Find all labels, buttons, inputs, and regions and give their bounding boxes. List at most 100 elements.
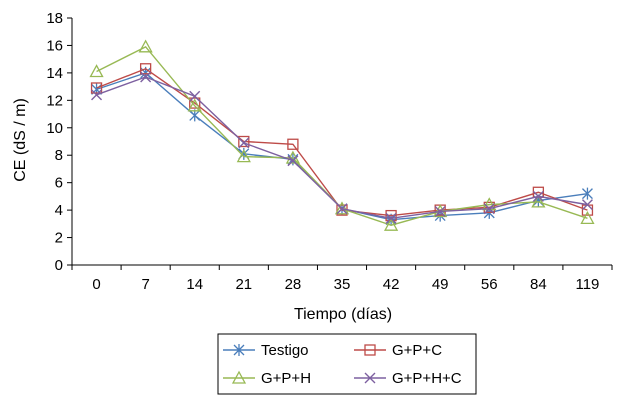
y-tick-label: 2: [55, 230, 63, 247]
x-tick-label: 49: [432, 276, 449, 293]
data-point: [580, 210, 595, 224]
marker-x: [336, 203, 348, 215]
marker-triangle: [231, 370, 247, 384]
x-tick-label: 84: [530, 276, 547, 293]
legend-label: G+P+C: [392, 342, 442, 359]
data-point: [336, 203, 348, 215]
data-point: [581, 199, 593, 211]
series-G+P+C: [90, 63, 594, 222]
marker-square: [139, 63, 152, 75]
data-point: [531, 194, 546, 208]
series-line: [96, 45, 588, 226]
series-line: [96, 67, 588, 217]
legend-box: [217, 333, 477, 395]
data-point: [138, 39, 153, 53]
marker-triangle: [236, 149, 251, 163]
y-tick-label: 14: [46, 65, 63, 82]
data-point: [140, 71, 152, 83]
x-tick-label: 7: [141, 276, 149, 293]
data-point: [236, 149, 251, 163]
marker-asterisk: [233, 344, 245, 356]
marker-triangle: [531, 194, 546, 208]
y-tick-label: 6: [55, 175, 63, 192]
marker-square: [90, 82, 103, 94]
data-point: [238, 137, 250, 149]
data-point: [189, 97, 201, 109]
data-point: [385, 212, 397, 224]
legend-marker: [233, 344, 245, 356]
y-tick-label: 10: [46, 120, 63, 137]
data-point: [139, 63, 152, 75]
marker-x: [434, 205, 446, 217]
y-tick-label: 12: [46, 92, 63, 109]
y-tick-label: 16: [46, 37, 63, 54]
legend-item: G+P+H+C: [354, 370, 462, 387]
marker-triangle: [138, 39, 153, 53]
marker-x: [287, 155, 299, 167]
x-tick-label: 35: [334, 276, 351, 293]
marker-x: [140, 71, 152, 83]
legend-marker: [364, 344, 376, 356]
data-point: [334, 201, 350, 215]
marker-triangle: [580, 210, 595, 224]
data-point: [91, 89, 103, 101]
data-point: [581, 187, 593, 200]
data-point: [385, 209, 397, 222]
legend-item: Testigo: [223, 342, 309, 359]
x-tick-label: 119: [575, 276, 599, 293]
marker-x: [238, 137, 250, 149]
legend-item: G+P+C: [354, 342, 442, 359]
data-point: [483, 203, 495, 215]
x-tick-label: 21: [235, 276, 252, 293]
marker-square: [238, 135, 250, 148]
data-point: [90, 82, 103, 94]
marker-x: [581, 199, 593, 211]
x-tick-label: 0: [92, 276, 100, 293]
legend-marker: [364, 372, 376, 384]
x-tick-label: 28: [285, 276, 302, 293]
marker-triangle: [89, 64, 104, 78]
y-tick-label: 4: [55, 202, 63, 219]
plot-area: 0 2 4 6 8 10 12 14 16 18 0 7 14 21 28 35 42 49 56 84 119: [46, 10, 613, 293]
series-line: [96, 76, 588, 220]
legend-label: G+P+H+C: [392, 370, 462, 387]
data-point: [532, 190, 544, 202]
legend-label: Testigo: [261, 342, 309, 359]
marker-triangle: [383, 217, 399, 231]
marker-square: [287, 138, 299, 150]
y-tick-label: 8: [55, 147, 63, 164]
marker-x: [483, 203, 495, 215]
marker-asterisk: [581, 187, 593, 200]
x-tick-label: 56: [481, 276, 498, 293]
data-point: [434, 205, 446, 217]
data-point: [189, 90, 201, 102]
legend-item: G+P+H: [223, 370, 311, 387]
data-point: [187, 98, 202, 112]
marker-x: [91, 89, 103, 101]
y-axis-label: CE (dS / m): [12, 98, 29, 182]
marker-x: [385, 212, 397, 224]
marker-triangle: [334, 201, 350, 215]
y-tick-label: 0: [55, 257, 63, 274]
x-tick-label: 14: [186, 276, 203, 293]
x-tick-label: 42: [383, 276, 400, 293]
legend: Testigo G+P+C G+P+H G+P+H+C: [217, 333, 477, 395]
data-point: [287, 138, 299, 150]
marker-triangle: [187, 98, 202, 112]
marker-x: [364, 372, 376, 384]
data-point: [287, 155, 299, 167]
marker-x: [532, 190, 544, 202]
marker-x: [189, 90, 201, 102]
marker-square: [364, 344, 376, 356]
legend-marker: [231, 370, 247, 384]
legend-label: G+P+H: [261, 370, 311, 387]
data-point: [383, 217, 399, 231]
x-axis-label: Tiempo (días): [294, 306, 392, 323]
data-point: [238, 135, 250, 148]
data-point: [89, 64, 104, 78]
marker-square: [385, 209, 397, 222]
series-line: [96, 72, 588, 221]
y-tick-label: 18: [46, 10, 63, 27]
series-G+P+H+C: [91, 71, 593, 224]
